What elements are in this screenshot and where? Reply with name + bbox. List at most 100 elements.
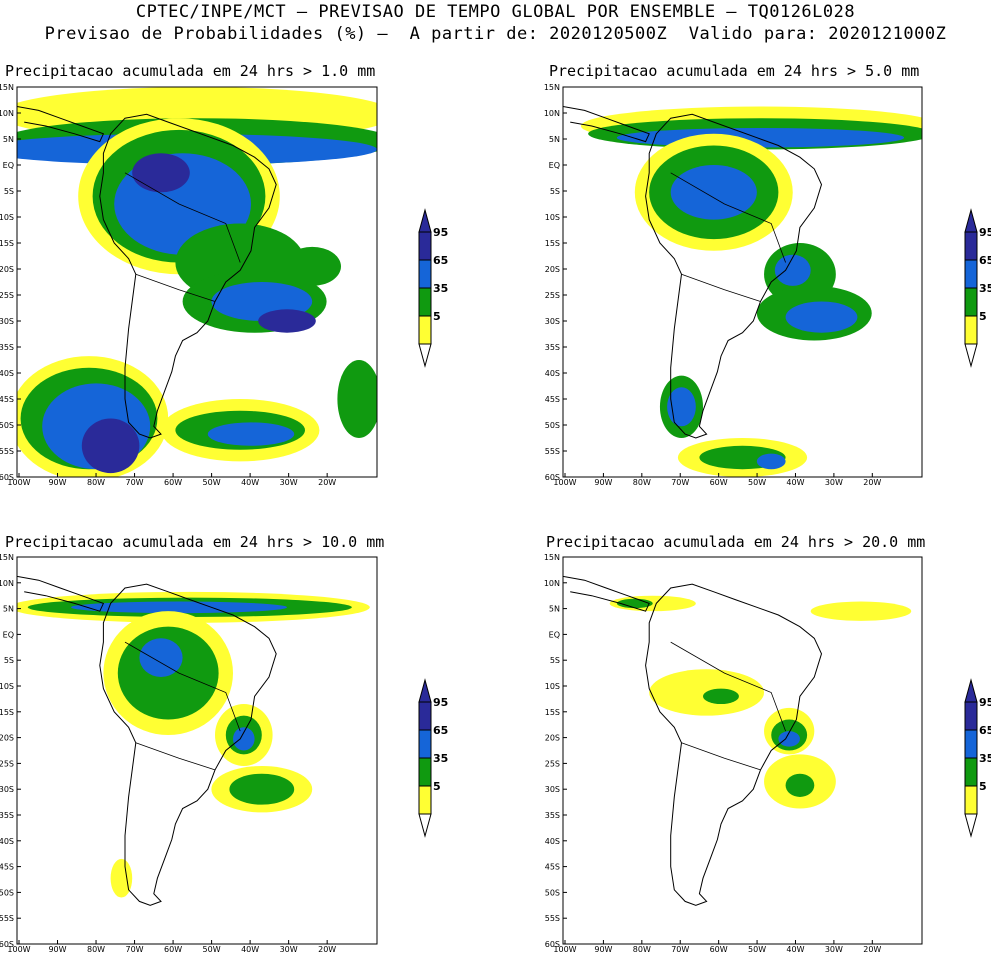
country-border (124, 172, 241, 263)
lat-label: 30S (545, 785, 560, 794)
lon-label: 60W (164, 478, 182, 487)
lon-label: 50W (203, 478, 221, 487)
lat-label: 35S (0, 811, 14, 820)
lon-label: 90W (594, 945, 612, 954)
probability-area (258, 309, 316, 333)
country-border (670, 172, 786, 263)
colorbar-segment (964, 757, 978, 787)
lat-label: 10S (0, 682, 14, 691)
probability-area (139, 638, 183, 677)
lat-label: 10N (544, 109, 560, 118)
lat-label: 35S (0, 343, 14, 352)
lon-label: 50W (748, 945, 766, 954)
lat-label: 15N (544, 83, 560, 92)
colorbar-segment (418, 259, 432, 289)
lat-label: 10S (545, 682, 560, 691)
lat-label: 20S (545, 265, 560, 274)
lat-label: 5N (549, 135, 560, 144)
colorbar-segment (418, 315, 432, 345)
lat-label: 35S (545, 811, 560, 820)
probability-area (81, 418, 140, 474)
colorbar-1: 95 65 35 5 (418, 208, 448, 368)
probability-fill (17, 87, 377, 477)
lat-label: 25S (0, 291, 14, 300)
lon-label: 70W (126, 945, 144, 954)
lon-label: 60W (164, 945, 182, 954)
map-frame (16, 86, 378, 478)
lat-label: 25S (545, 291, 560, 300)
lat-label: 20S (0, 265, 14, 274)
lat-label: 50S (545, 888, 560, 897)
colorbar-label: 5 (979, 780, 987, 793)
lat-label: EQ (3, 630, 14, 639)
colorbar-bottom-arrow (964, 813, 978, 838)
colorbar-segment (964, 287, 978, 317)
lon-label: 70W (671, 478, 689, 487)
lat-label: 25S (0, 759, 14, 768)
colorbar-segment (418, 729, 432, 759)
probability-area (778, 731, 800, 747)
probability-area (670, 165, 757, 220)
colorbar-top-arrow (964, 678, 978, 703)
lat-label: 40S (0, 369, 14, 378)
lat-label: 5S (4, 656, 14, 665)
probability-area (207, 422, 295, 446)
lat-label: 20S (545, 734, 560, 743)
lat-label: 10N (544, 579, 560, 588)
probability-fill (563, 575, 912, 906)
colorbar-label: 65 (979, 724, 991, 737)
panel-2-title: Precipitacao acumulada em 24 hrs > 5.0 m… (549, 62, 920, 80)
lat-label: 60S (0, 473, 14, 482)
south-america-coastline (645, 113, 823, 439)
lat-label: 45S (545, 863, 560, 872)
panel-3-title: Precipitacao acumulada em 24 hrs > 10.0 … (5, 533, 385, 551)
lat-label: 5N (3, 605, 14, 614)
lat-label: 40S (545, 369, 560, 378)
lon-label: 100W (7, 945, 30, 954)
country-border (681, 273, 761, 302)
lat-label: 25S (545, 759, 560, 768)
colorbar-label: 35 (433, 752, 448, 765)
lon-label: 20W (863, 478, 881, 487)
colorbar-3: 95 65 35 5 (418, 678, 448, 838)
central-america-coastline (17, 106, 105, 143)
lon-label: 70W (126, 478, 144, 487)
header-line-2: Previsao de Probabilidades (%) – A parti… (44, 24, 947, 44)
lon-label: 20W (318, 478, 336, 487)
colorbar-segment (964, 231, 978, 261)
panel-4-title: Precipitacao acumulada em 24 hrs > 20.0 … (546, 533, 926, 551)
lat-label: 50S (545, 421, 560, 430)
lon-label: 90W (48, 945, 66, 954)
lat-label: 30S (545, 317, 560, 326)
colorbar-label: 35 (979, 752, 991, 765)
lon-label: 40W (241, 478, 259, 487)
colorbar-segment (964, 729, 978, 759)
lon-label: 80W (87, 945, 105, 954)
lat-label: 10S (545, 213, 560, 222)
colorbar-4: 95 65 35 5 (964, 678, 991, 838)
map-frame (562, 86, 923, 478)
map-panel-3: 15N 10N 5N EQ 5S 10S 15S 20S 25S 30S 35S 40S 45S 50S 5… (0, 553, 378, 954)
lat-label: 55S (0, 447, 14, 456)
lon-label: 100W (7, 478, 30, 487)
colorbar-label: 35 (979, 282, 991, 295)
colorbar-label: 95 (433, 696, 448, 709)
lon-label: 100W (553, 945, 576, 954)
lon-label: 40W (786, 478, 804, 487)
lon-label: 60W (710, 478, 728, 487)
lat-label: 15N (544, 553, 560, 562)
lon-label: 30W (280, 478, 298, 487)
lon-label: 50W (748, 478, 766, 487)
map-panel-2: 15N 10N 5N EQ 5S 10S 15S 20S 25S 30S 35S 40S 45S 50S 5… (544, 83, 923, 487)
lon-label: 30W (825, 945, 843, 954)
colorbar-top-arrow (964, 208, 978, 233)
lon-label: 80W (87, 478, 105, 487)
probability-area (110, 858, 133, 898)
lon-label: 30W (825, 478, 843, 487)
colorbar-label: 5 (433, 310, 441, 323)
lat-label: 15S (545, 239, 560, 248)
probability-area (132, 153, 190, 193)
south-america-coastline (645, 583, 823, 906)
lat-label: 5S (4, 187, 14, 196)
probability-area (703, 688, 739, 705)
